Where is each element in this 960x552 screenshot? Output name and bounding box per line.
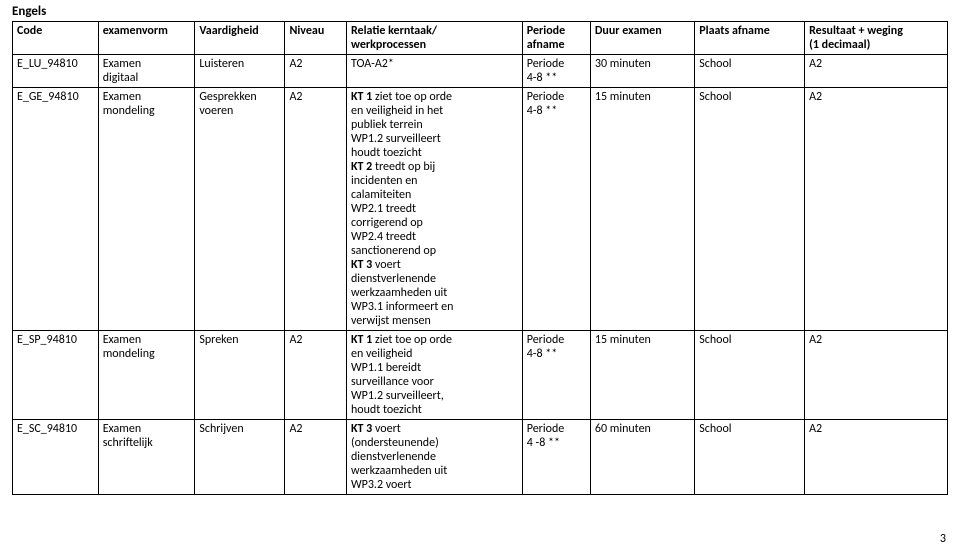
col-duur: Duur examen <box>590 22 694 55</box>
col-resultaat: Resultaat + weging (1 decimaal) <box>805 22 948 55</box>
cell-periode: Periode 4-8 ** <box>522 88 590 331</box>
cell-plaats: School <box>695 331 805 420</box>
col-niveau: Niveau <box>285 22 347 55</box>
col-examenvorm: examenvorm <box>98 22 195 55</box>
col-relatie: Relatie kerntaak/ werkprocessen <box>346 22 522 55</box>
cell-niveau: A2 <box>285 55 347 88</box>
cell-resultaat: A2 <box>805 55 948 88</box>
cell-resultaat: A2 <box>805 420 948 495</box>
cell-niveau: A2 <box>285 331 347 420</box>
cell-examenvorm: Examen mondeling <box>98 331 195 420</box>
col-code: Code <box>13 22 99 55</box>
cell-examenvorm: Examen mondeling <box>98 88 195 331</box>
table-body: E_LU_94810Examen digitaalLuisterenA2TOA-… <box>13 55 948 495</box>
cell-vaardigheid: Schrijven <box>195 420 285 495</box>
exam-table: Code examenvorm Vaardigheid Niveau Relat… <box>12 21 948 495</box>
cell-duur: 15 minuten <box>590 88 694 331</box>
cell-examenvorm: Examen digitaal <box>98 55 195 88</box>
cell-code: E_LU_94810 <box>13 55 99 88</box>
cell-plaats: School <box>695 55 805 88</box>
table-row: E_SP_94810Examen mondelingSprekenA2KT 1 … <box>13 331 948 420</box>
cell-duur: 30 minuten <box>590 55 694 88</box>
cell-relatie: KT 3 voert(ondersteunende)dienstverlenen… <box>346 420 522 495</box>
cell-resultaat: A2 <box>805 331 948 420</box>
table-row: E_SC_94810Examen schriftelijkSchrijvenA2… <box>13 420 948 495</box>
cell-resultaat: A2 <box>805 88 948 331</box>
cell-vaardigheid: Spreken <box>195 331 285 420</box>
cell-code: E_SP_94810 <box>13 331 99 420</box>
cell-vaardigheid: Gesprekken voeren <box>195 88 285 331</box>
cell-examenvorm: Examen schriftelijk <box>98 420 195 495</box>
cell-vaardigheid: Luisteren <box>195 55 285 88</box>
cell-plaats: School <box>695 420 805 495</box>
table-row: E_LU_94810Examen digitaalLuisterenA2TOA-… <box>13 55 948 88</box>
cell-periode: Periode 4-8 ** <box>522 331 590 420</box>
section-title: Engels <box>12 4 948 19</box>
cell-code: E_GE_94810 <box>13 88 99 331</box>
col-vaardigheid: Vaardigheid <box>195 22 285 55</box>
table-header-row: Code examenvorm Vaardigheid Niveau Relat… <box>13 22 948 55</box>
cell-code: E_SC_94810 <box>13 420 99 495</box>
cell-niveau: A2 <box>285 88 347 331</box>
cell-niveau: A2 <box>285 420 347 495</box>
cell-duur: 60 minuten <box>590 420 694 495</box>
cell-periode: Periode 4 -8 ** <box>522 420 590 495</box>
col-plaats: Plaats afname <box>695 22 805 55</box>
page-number: 3 <box>940 532 946 546</box>
cell-relatie: KT 1 ziet toe op ordeen veiligheidWP1.1 … <box>346 331 522 420</box>
table-row: E_GE_94810Examen mondelingGesprekken voe… <box>13 88 948 331</box>
cell-relatie: KT 1 ziet toe op ordeen veiligheid in he… <box>346 88 522 331</box>
cell-periode: Periode 4-8 ** <box>522 55 590 88</box>
cell-relatie: TOA-A2* <box>346 55 522 88</box>
col-periode: Periode afname <box>522 22 590 55</box>
cell-duur: 15 minuten <box>590 331 694 420</box>
cell-plaats: School <box>695 88 805 331</box>
